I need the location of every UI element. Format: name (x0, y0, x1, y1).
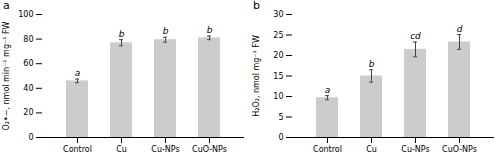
svg-text:100: 100 (18, 10, 33, 19)
svg-text:Control: Control (313, 145, 342, 154)
svg-text:CuO-NPs: CuO-NPs (192, 145, 227, 154)
svg-text:5: 5 (278, 113, 283, 122)
svg-text:40: 40 (23, 84, 33, 93)
svg-text:Cu: Cu (366, 145, 377, 154)
svg-text:cd: cd (410, 31, 421, 41)
svg-text:CuO-NPs: CuO-NPs (442, 145, 477, 154)
svg-text:H₂O₂, nmol mg⁻¹ FW: H₂O₂, nmol mg⁻¹ FW (252, 35, 261, 117)
svg-text:Cu-NPs: Cu-NPs (151, 145, 179, 154)
html-text:a: a (3, 0, 10, 12)
svg-text:80: 80 (23, 35, 33, 44)
svg-text:b: b (369, 59, 375, 69)
svg-text:60: 60 (23, 59, 33, 68)
svg-text:O₂•−, nmol min⁻¹ mg⁻¹ FW: O₂•−, nmol min⁻¹ mg⁻¹ FW (2, 21, 11, 130)
svg-text:20: 20 (23, 108, 33, 117)
html-text:b: b (253, 0, 260, 12)
svg-text:a: a (325, 85, 331, 95)
svg-text:30: 30 (273, 10, 283, 19)
svg-text:b: b (119, 29, 125, 39)
svg-text:25: 25 (273, 31, 283, 40)
svg-text:10: 10 (273, 92, 283, 101)
svg-text:b: b (207, 25, 213, 35)
svg-text:Control: Control (63, 145, 92, 154)
svg-text:20: 20 (273, 51, 283, 60)
svg-text:0: 0 (278, 133, 283, 142)
svg-text:0: 0 (28, 133, 33, 142)
svg-text:Cu: Cu (116, 145, 127, 154)
svg-text:b: b (163, 26, 169, 36)
svg-text:d: d (457, 24, 463, 34)
svg-text:Cu-NPs: Cu-NPs (401, 145, 429, 154)
svg-text:15: 15 (273, 72, 283, 81)
svg-text:a: a (75, 68, 81, 78)
